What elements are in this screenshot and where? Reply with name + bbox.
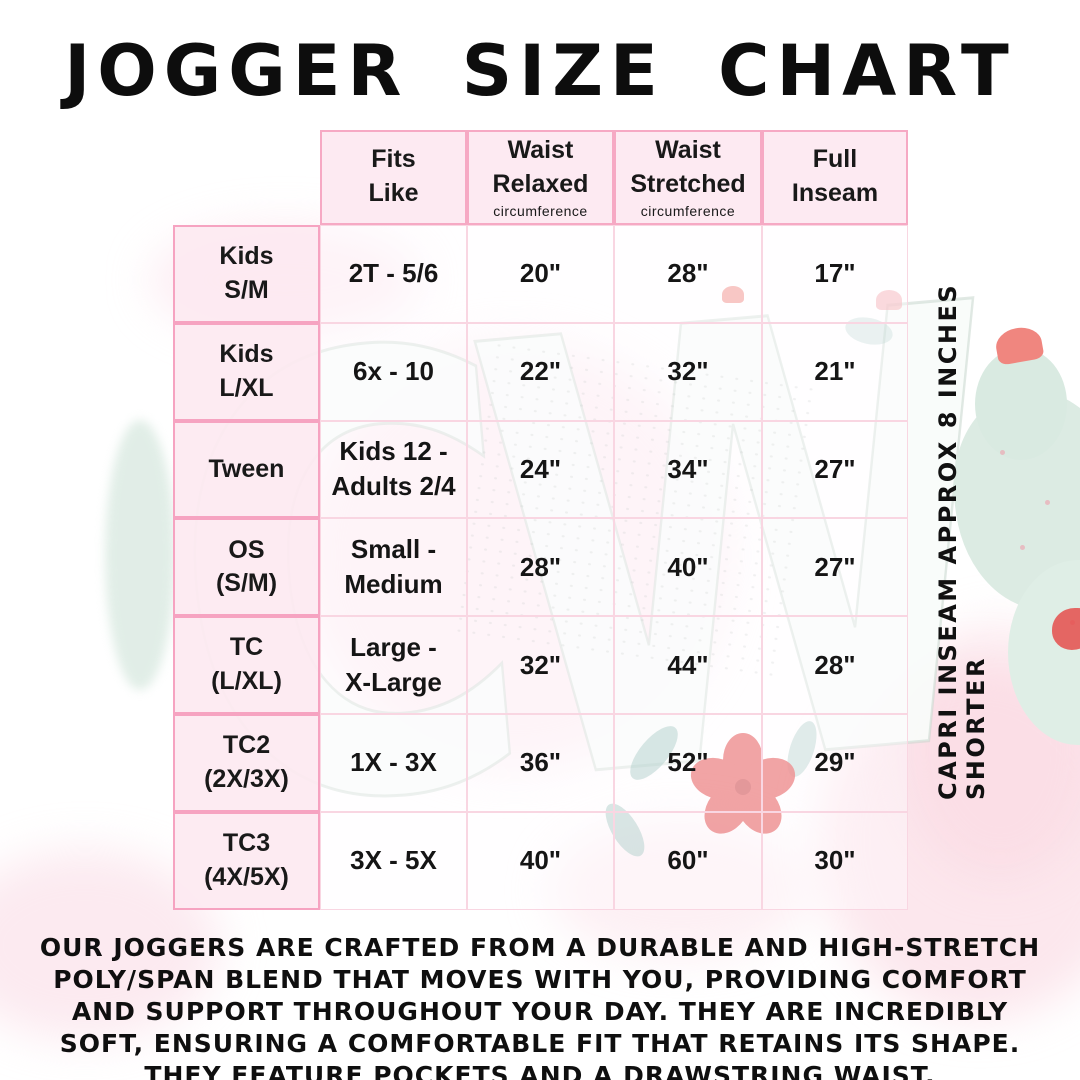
full-inseam-cell: 27" (762, 518, 908, 617)
full-inseam-cell: 29" (762, 713, 908, 812)
row-label-cell: Kids L/XL (173, 322, 320, 421)
row-label-cell: TC2 (2X/3X) (173, 713, 320, 812)
column-header-label: Fits Like (368, 145, 419, 207)
column-header-sub: circumference (640, 203, 736, 220)
red-flower-icon (1052, 608, 1080, 650)
cactus-dot (1000, 450, 1005, 455)
waist-stretched-cell: 52" (614, 713, 762, 812)
full-inseam-cell: 30" (762, 811, 908, 910)
waist-relaxed-cell: 20" (467, 225, 614, 323)
fits-like-cell: Large - X-Large (320, 616, 467, 714)
column-header-label: Full Inseam (791, 145, 879, 207)
cactus-dot (1070, 620, 1075, 625)
cactus-flower-icon (993, 324, 1045, 366)
page-title: JOGGER SIZE CHART (64, 30, 1016, 112)
column-header-waist-stretched: Waist Stretched circumference (614, 130, 762, 225)
full-inseam-cell: 21" (762, 322, 908, 421)
fits-like-cell: Small - Medium (320, 518, 467, 617)
row-label-cell: TC (L/XL) (173, 616, 320, 714)
waist-stretched-cell: 60" (614, 811, 762, 910)
column-header-full-inseam: Full Inseam (762, 130, 908, 225)
waist-relaxed-cell: 28" (467, 518, 614, 617)
row-label-cell: Tween (173, 420, 320, 519)
column-header-label: Waist Relaxed (492, 135, 589, 198)
product-description: OUR JOGGERS ARE CRAFTED FROM A DURABLE A… (39, 933, 1041, 1080)
row-label-cell: Kids S/M (173, 225, 320, 323)
column-header-sub: circumference (493, 203, 588, 220)
waist-stretched-cell: 40" (614, 518, 762, 617)
waist-relaxed-cell: 36" (467, 713, 614, 812)
pink-wash (900, 620, 1080, 880)
table-corner-empty (173, 130, 320, 225)
full-inseam-cell: 27" (762, 420, 908, 519)
mint-blob (105, 420, 175, 690)
row-label-cell: TC3 (4X/5X) (173, 811, 320, 910)
waist-stretched-cell: 44" (614, 616, 762, 714)
fits-like-cell: 3X - 5X (320, 811, 467, 910)
row-label-cell: OS (S/M) (173, 518, 320, 617)
full-inseam-cell: 28" (762, 616, 908, 714)
full-inseam-cell: 17" (762, 225, 908, 323)
column-header-fits-like: Fits Like (320, 130, 467, 225)
waist-relaxed-cell: 24" (467, 420, 614, 519)
waist-relaxed-cell: 32" (467, 616, 614, 714)
fits-like-cell: Kids 12 - Adults 2/4 (320, 420, 467, 519)
waist-stretched-cell: 28" (614, 225, 762, 323)
fits-like-cell: 1X - 3X (320, 713, 467, 812)
column-header-waist-relaxed: Waist Relaxed circumference (467, 130, 614, 225)
waist-relaxed-cell: 22" (467, 322, 614, 421)
capri-inseam-note: CAPRI INSEAM APPROX 8 INCHES SHORTER (934, 282, 990, 800)
waist-relaxed-cell: 40" (467, 811, 614, 910)
cactus-dot (1020, 545, 1025, 550)
fits-like-cell: 2T - 5/6 (320, 225, 467, 323)
column-header-label: Waist Stretched (630, 135, 746, 198)
cactus-dot (1045, 500, 1050, 505)
waist-stretched-cell: 32" (614, 322, 762, 421)
waist-stretched-cell: 34" (614, 420, 762, 519)
fits-like-cell: 6x - 10 (320, 322, 467, 421)
size-table: Fits Like Waist Relaxed circumference Wa… (173, 130, 908, 910)
cactus-icon (1008, 560, 1080, 745)
